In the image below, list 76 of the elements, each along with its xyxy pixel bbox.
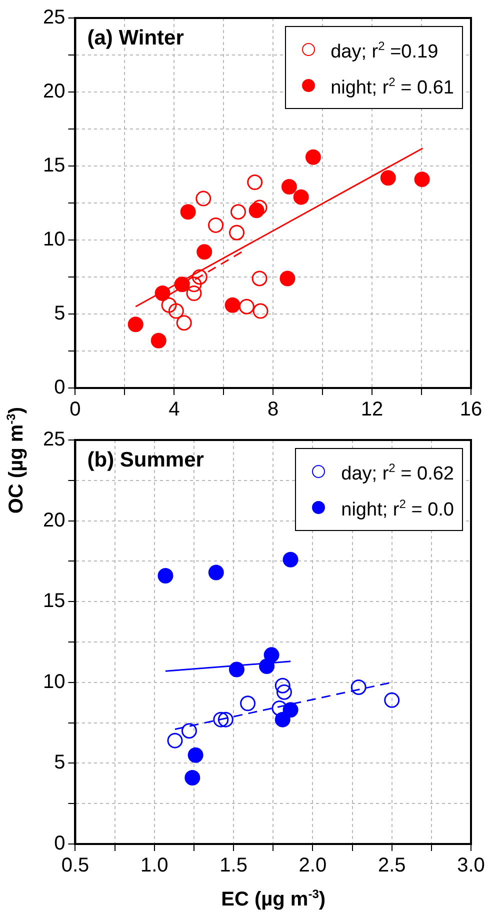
chart-title: (a) Winter (87, 26, 184, 50)
point (247, 174, 263, 190)
point (184, 770, 200, 786)
point (229, 224, 245, 240)
point (272, 700, 288, 716)
point (228, 662, 244, 678)
point (305, 149, 321, 165)
point (186, 286, 202, 302)
point (196, 244, 212, 260)
point (168, 303, 184, 319)
x-tick-label: 2.5 (378, 854, 406, 877)
point (154, 286, 170, 302)
point (192, 269, 208, 285)
point (350, 680, 366, 695)
x-tick-label: 12 (360, 398, 384, 421)
point (240, 696, 256, 712)
y-tick-label: 0 (54, 832, 66, 855)
point (186, 276, 202, 292)
point (176, 315, 192, 331)
point (208, 564, 224, 580)
point (230, 204, 246, 220)
x-tick-label: 3.0 (457, 854, 485, 877)
x-tick-label: 0 (70, 398, 81, 421)
point (150, 332, 166, 348)
x-tick-label: 8 (268, 398, 279, 421)
legend-label: day; r$^{2}$ =0.19 (330, 38, 438, 64)
y-tick-label: 25 (42, 428, 66, 451)
point (188, 747, 204, 763)
point (252, 200, 268, 216)
x-tick-label: 16 (460, 398, 482, 421)
point (276, 684, 292, 700)
point (161, 297, 177, 313)
point (174, 276, 190, 292)
chart-title: (b) Summer (87, 448, 204, 472)
x-tick-label: 1.0 (140, 854, 168, 877)
point (281, 178, 297, 194)
y-tick-label: 15 (42, 154, 66, 177)
point (213, 712, 229, 728)
point (128, 316, 144, 332)
point (414, 172, 430, 188)
point (274, 678, 290, 694)
point (167, 732, 183, 748)
point (238, 298, 254, 314)
point (224, 297, 240, 313)
x-tick-label: 2.0 (298, 854, 327, 877)
y-tick-label: 10 (42, 228, 66, 251)
legend-label: day; r$^{2}$ = 0.62 (341, 460, 454, 486)
legend-label: night; r$^{2}$ = 0.0 (341, 496, 454, 523)
point (252, 270, 268, 286)
y-tick-label: 5 (54, 752, 66, 774)
point (196, 190, 212, 206)
point (252, 303, 268, 319)
point (282, 552, 298, 568)
point (280, 270, 296, 286)
y-tick-label: 20 (42, 80, 66, 103)
y-tick-label: 25 (42, 6, 66, 29)
y-tick-label: 10 (42, 670, 66, 693)
y-tick-label: 15 (42, 590, 66, 612)
x-axis-title: EC (µg m$^{-3}$) (221, 887, 326, 912)
point (208, 217, 224, 233)
point (218, 712, 234, 728)
x-tick-label: 4 (168, 398, 180, 421)
point (380, 170, 396, 186)
point (181, 723, 197, 739)
point (180, 204, 196, 220)
y-tick-label: 20 (42, 509, 66, 532)
x-tick-label: 0.5 (61, 854, 90, 877)
legend-label: night; r$^{2}$ = 0.61 (330, 74, 454, 101)
point (293, 189, 309, 205)
point (158, 568, 174, 584)
point (384, 692, 400, 708)
x-tick-label: 1.5 (220, 854, 248, 877)
y-tick-label: 5 (54, 302, 66, 325)
point (282, 702, 298, 718)
point (259, 658, 275, 674)
y-tick-label: 0 (54, 376, 66, 399)
